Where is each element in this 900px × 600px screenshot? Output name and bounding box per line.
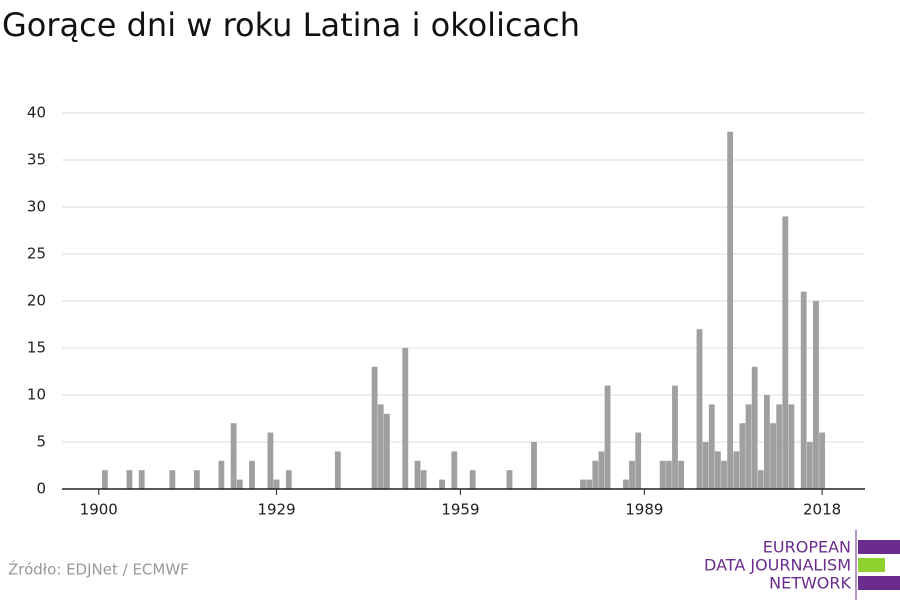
y-tick-label: 35 <box>27 151 46 169</box>
y-tick-label: 10 <box>27 386 46 404</box>
bar <box>506 470 513 489</box>
x-tick-label: 1929 <box>257 501 295 519</box>
bar <box>598 451 605 489</box>
bar <box>708 404 715 489</box>
bar <box>469 470 476 489</box>
bar <box>733 451 740 489</box>
bar <box>727 131 734 490</box>
bar <box>414 460 421 489</box>
logo: EUROPEAN DATA JOURNALISM NETWORK <box>704 530 900 600</box>
logo-text: DATA JOURNALISM <box>704 556 851 575</box>
logo-text: NETWORK <box>769 574 851 593</box>
bar <box>377 404 384 489</box>
y-tick-label: 40 <box>27 104 46 122</box>
y-tick-label: 5 <box>36 433 46 451</box>
bar <box>230 423 237 489</box>
bar <box>169 470 176 489</box>
bar <box>788 404 795 489</box>
bar <box>776 404 783 489</box>
bar <box>439 479 445 489</box>
x-tick-label: 2018 <box>803 501 841 519</box>
bar <box>285 470 292 489</box>
bar <box>813 301 819 489</box>
y-tick-label: 0 <box>36 480 46 498</box>
bar <box>806 442 813 489</box>
bar <box>721 460 727 489</box>
bar <box>531 442 537 489</box>
bar <box>334 451 341 489</box>
bar <box>383 413 390 489</box>
bar <box>764 395 770 489</box>
chart-title: Gorące dni w roku Latina i okolicach <box>2 6 580 44</box>
bar <box>678 460 685 489</box>
bar <box>745 404 752 489</box>
x-tick-label: 1989 <box>625 501 663 519</box>
bar <box>193 470 200 489</box>
y-tick-label: 15 <box>27 339 46 357</box>
x-tick-label: 1900 <box>80 501 118 519</box>
bar <box>592 460 599 489</box>
bar <box>249 460 255 489</box>
bar <box>629 460 635 489</box>
bar <box>623 479 629 489</box>
bar <box>451 451 458 489</box>
y-tick-label: 25 <box>27 245 46 263</box>
bar <box>371 366 378 489</box>
bar <box>138 470 145 489</box>
bar <box>659 460 666 489</box>
bar <box>101 470 108 489</box>
bar <box>782 216 789 489</box>
y-tick-label: 30 <box>27 198 46 216</box>
bar <box>635 432 642 489</box>
bar <box>800 291 807 489</box>
bar <box>604 385 611 489</box>
bar <box>126 470 133 489</box>
bar <box>696 329 703 489</box>
bar <box>267 432 274 489</box>
bar <box>739 423 746 489</box>
bar <box>751 366 758 489</box>
bar <box>757 470 764 489</box>
bar <box>819 432 826 489</box>
x-tick-label: 1959 <box>441 501 479 519</box>
bar <box>665 460 672 489</box>
y-tick-label: 20 <box>27 292 46 310</box>
logo-text: EUROPEAN <box>763 538 851 557</box>
source: Źródło: EDJNet / ECMWF <box>8 560 189 579</box>
bar <box>218 460 225 489</box>
bar <box>273 479 280 489</box>
bar <box>586 479 593 489</box>
bar <box>672 385 678 489</box>
bar <box>770 423 776 489</box>
bar <box>714 451 721 489</box>
bar <box>420 470 427 489</box>
bar <box>702 442 709 489</box>
bar <box>402 348 409 489</box>
bar <box>236 479 243 489</box>
bar <box>580 479 586 489</box>
